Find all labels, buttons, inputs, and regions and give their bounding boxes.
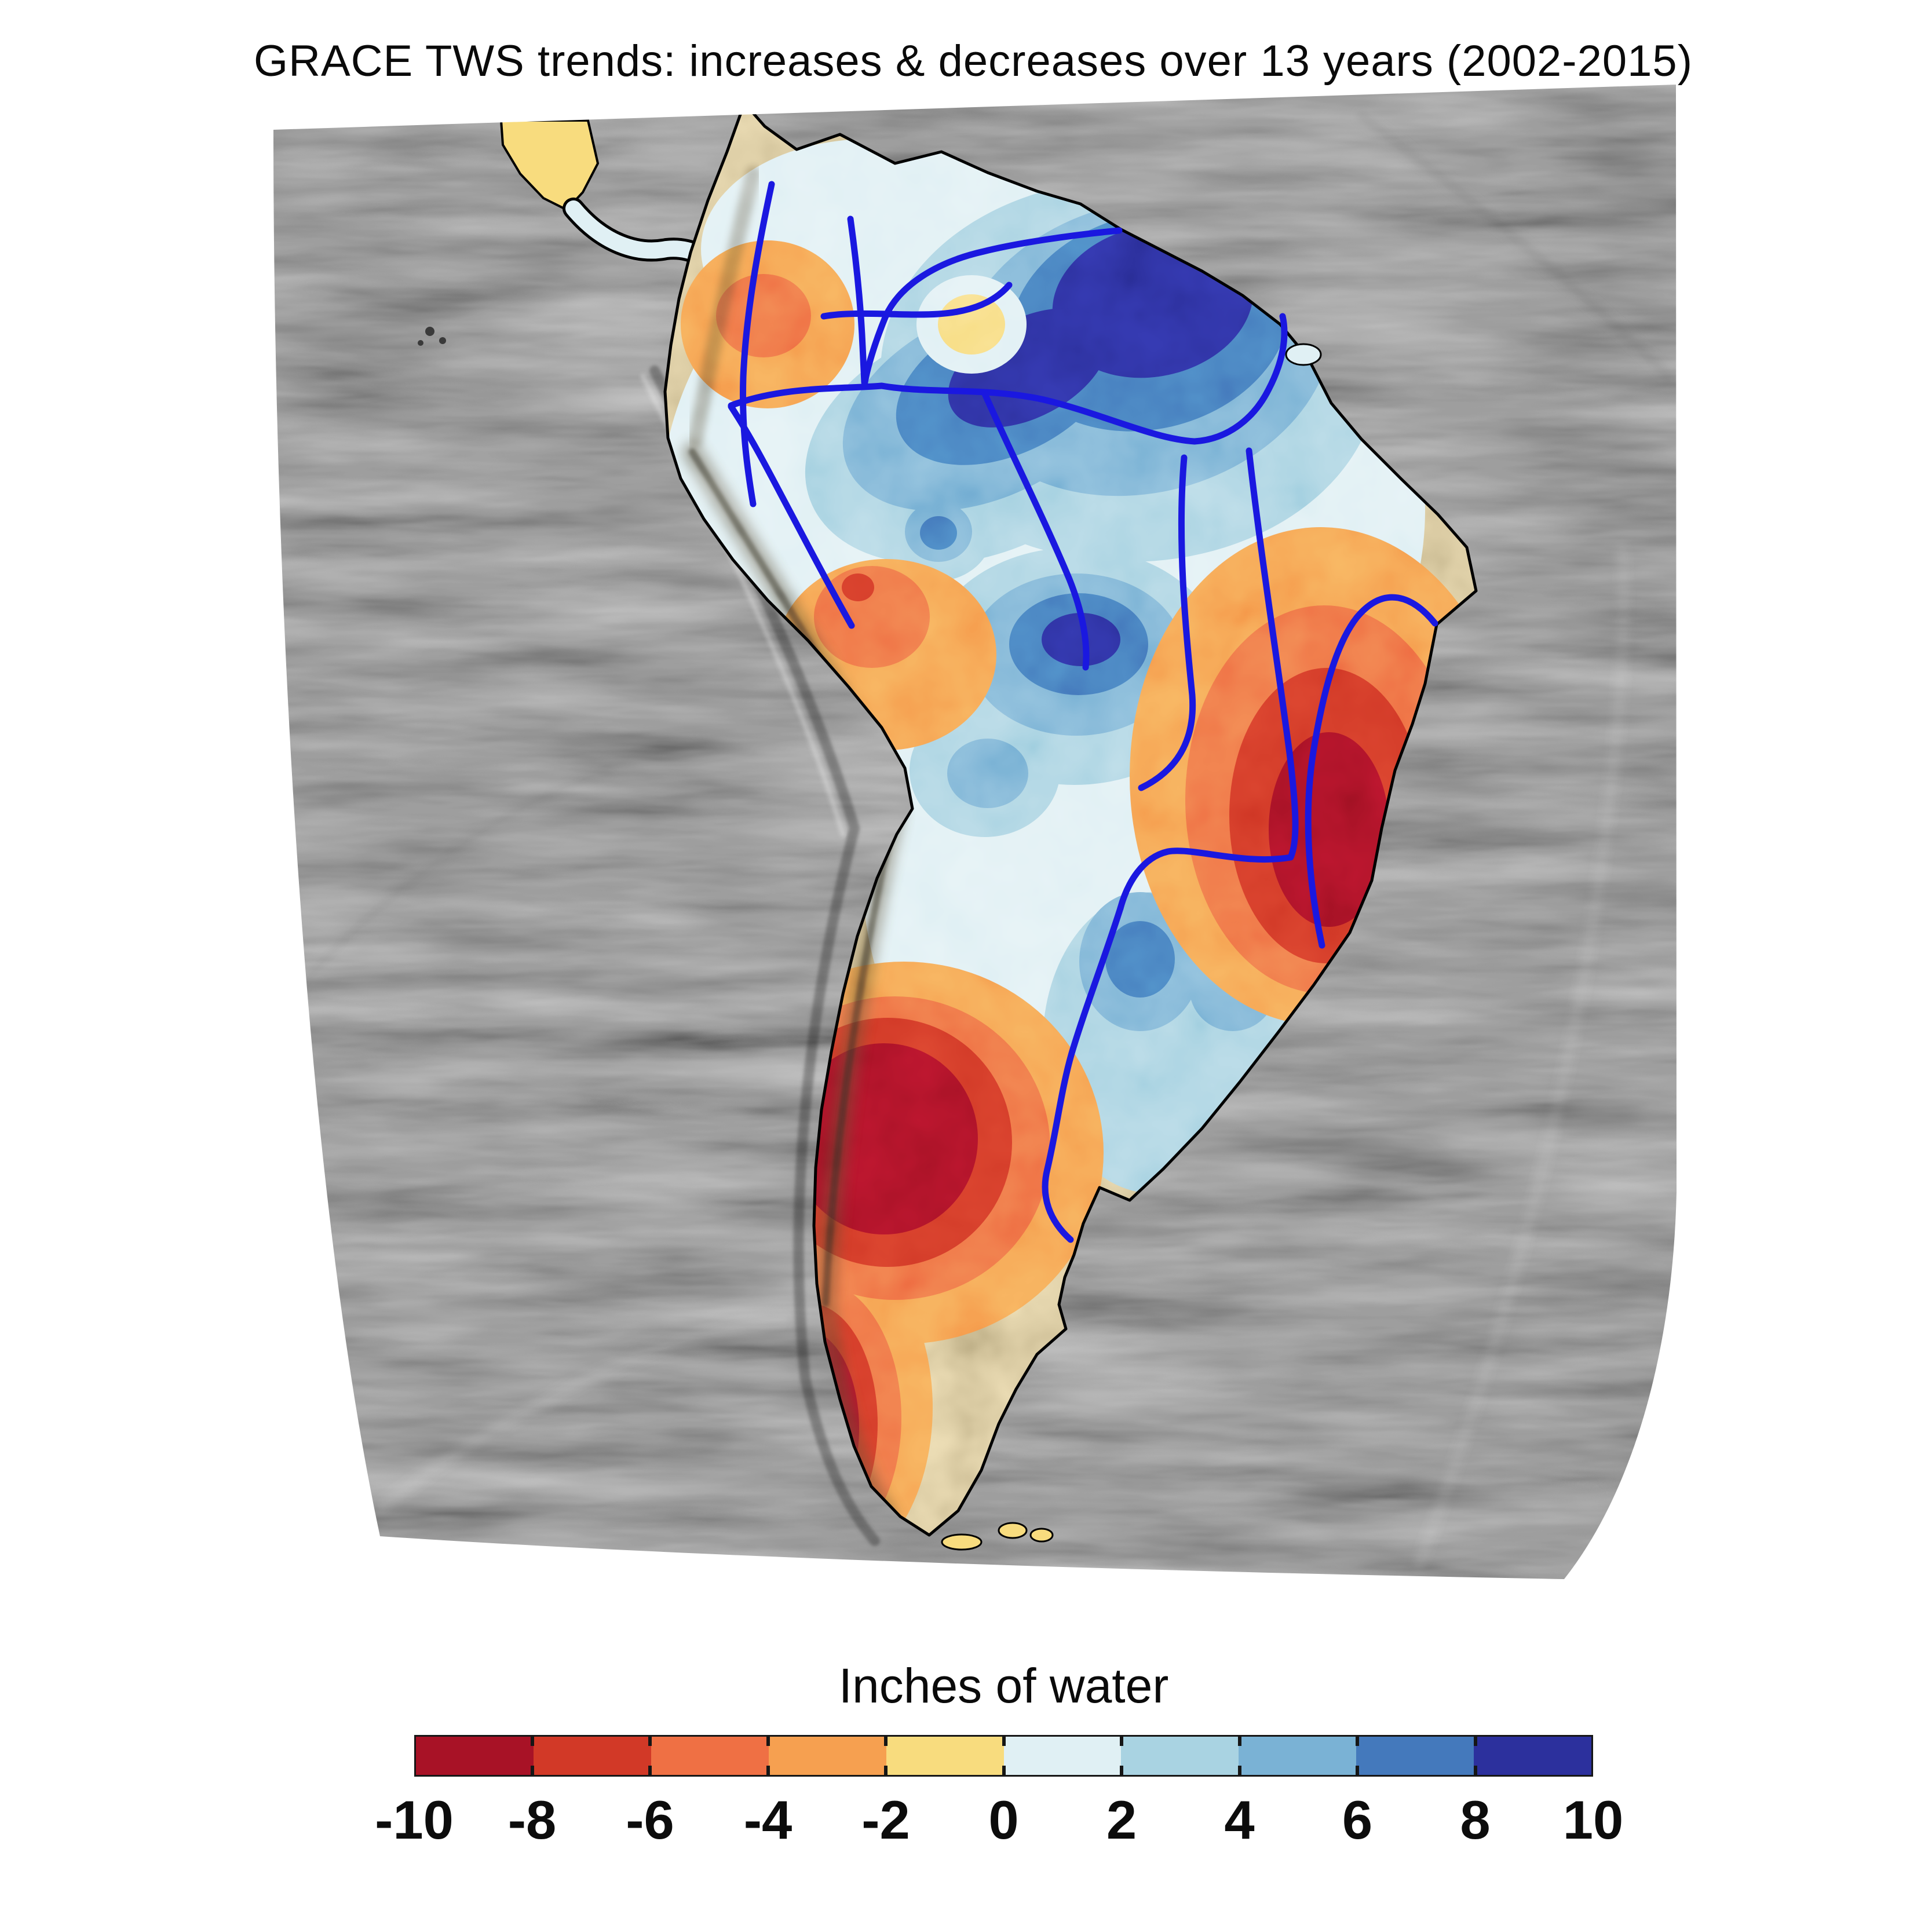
colorbar-tick-label: -4 (743, 1789, 792, 1850)
river-orinoco-negro (861, 227, 1123, 389)
colorbar-segment-1 (533, 1737, 651, 1775)
colorbar-tick-label: 0 (988, 1789, 1019, 1850)
river-xingu-araguaia (1117, 447, 1299, 912)
river-japura (847, 215, 868, 386)
colorbar-segment-2 (651, 1737, 769, 1775)
river-madeira (981, 390, 1090, 671)
tierra-del-fuego-islet (941, 1533, 983, 1551)
colorbar-segment-9 (1474, 1737, 1592, 1775)
colorbar-tick-label: -10 (375, 1789, 454, 1850)
river-sao-francisco (1305, 594, 1438, 949)
colorbar-segment-4 (886, 1737, 1004, 1775)
colorbar-title: Inches of water (838, 1658, 1169, 1713)
colorbar-segment-6 (1121, 1737, 1239, 1775)
colorbar-tick-label: -6 (626, 1789, 674, 1850)
river-parana (1042, 905, 1124, 1243)
falkland-island-west (998, 1522, 1028, 1539)
colorbar-ticks: -10 -8 -6 -4 -2 0 2 4 6 8 10 (375, 1789, 1623, 1864)
colorbar-segment-7 (1239, 1737, 1357, 1775)
river-negro-upper (820, 282, 1013, 320)
colorbar-tick-label: -8 (507, 1789, 557, 1850)
colorbar-tick-label: 6 (1342, 1789, 1373, 1850)
colorbar-segment-5 (1003, 1737, 1122, 1775)
colorbar-swatches (414, 1735, 1593, 1777)
colorbar-tick-label: 2 (1106, 1789, 1137, 1850)
coastline (663, 101, 1478, 1537)
falkland-island-east (1029, 1528, 1054, 1543)
colorbar-segment-8 (1356, 1737, 1474, 1775)
colorbar-tick-label: 10 (1562, 1789, 1624, 1850)
river-magdalena (739, 181, 775, 507)
galapagos-islands (418, 327, 446, 346)
marajo-island (1285, 343, 1322, 366)
river-tocantins (1138, 454, 1196, 791)
colorbar-segment-3 (768, 1737, 886, 1775)
river-amazon (728, 313, 1288, 445)
river-ucayali (728, 403, 855, 629)
colorbar-tick-label: 4 (1224, 1789, 1255, 1850)
colorbar-tick-label: -2 (861, 1789, 910, 1850)
rivers (728, 181, 1438, 1243)
colorbar-tick-label: 8 (1460, 1789, 1491, 1850)
colorbar-segment-0 (416, 1737, 534, 1775)
figure-title: GRACE TWS trends: increases & decreases … (253, 36, 1693, 86)
islands (941, 343, 1322, 1551)
